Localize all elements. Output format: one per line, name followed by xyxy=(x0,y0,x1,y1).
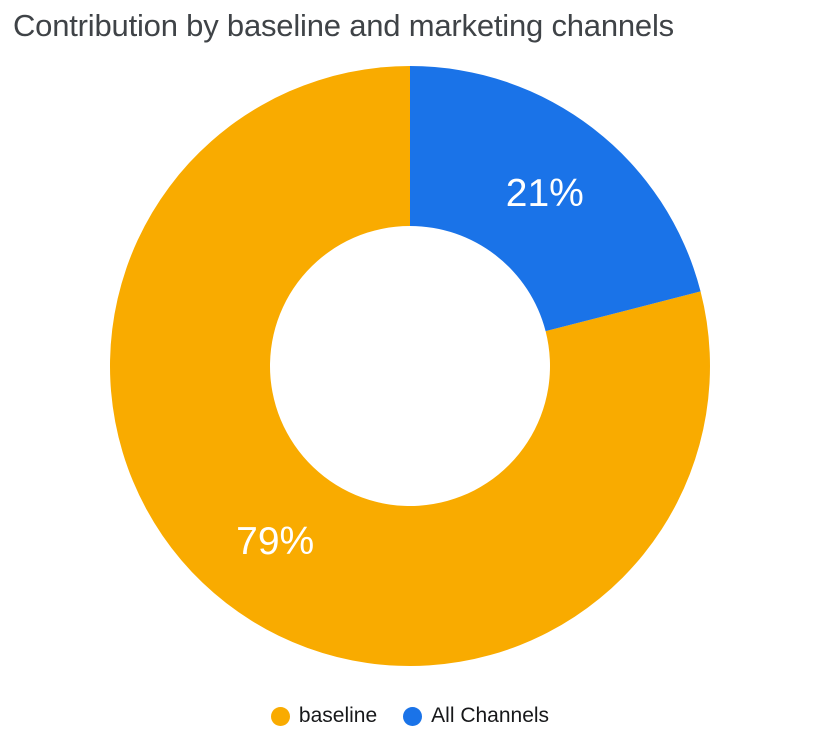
pie-slice-baseline[interactable] xyxy=(109,66,710,666)
pie-slice-all-channels[interactable] xyxy=(410,66,701,332)
slice-label-all-channels: 21% xyxy=(506,172,584,215)
chart-title: Contribution by baseline and marketing c… xyxy=(13,8,674,43)
chart-legend: baseline All Channels xyxy=(0,702,820,730)
legend-item-all-channels[interactable]: All Channels xyxy=(403,704,549,728)
legend-label-all-channels: All Channels xyxy=(431,704,550,727)
legend-label-baseline: baseline xyxy=(298,704,378,727)
legend-dot-baseline xyxy=(270,706,290,726)
legend-dot-all-channels xyxy=(403,706,423,726)
slice-label-baseline: 79% xyxy=(236,520,314,563)
legend-item-baseline[interactable]: baseline xyxy=(270,704,378,728)
